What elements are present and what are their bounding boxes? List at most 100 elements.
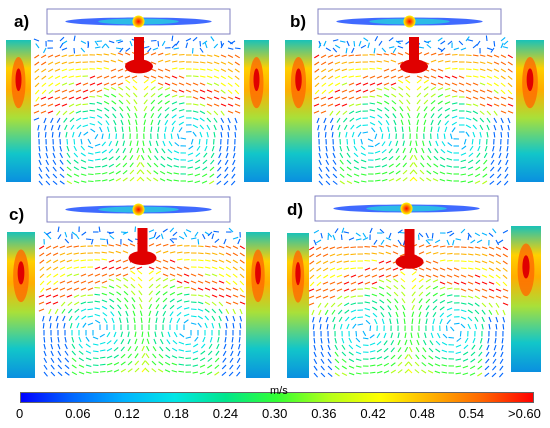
- velocity-vector: [89, 82, 96, 86]
- velocity-vector: [57, 234, 62, 240]
- velocity-vector: [383, 68, 390, 72]
- colorbar-tick-label: 0.30: [262, 406, 288, 421]
- velocity-vector: [97, 120, 103, 126]
- velocity-vector: [446, 313, 452, 318]
- velocity-vector: [399, 267, 406, 271]
- velocity-vector: [486, 96, 493, 100]
- velocity-vector: [73, 145, 77, 152]
- velocity-vector: [346, 152, 351, 158]
- velocity-vector: [453, 267, 460, 271]
- velocity-vector: [497, 159, 502, 166]
- velocity-vector: [129, 162, 134, 168]
- velocity-vector: [185, 350, 192, 353]
- velocity-vector: [129, 40, 133, 47]
- velocity-vector: [479, 110, 485, 115]
- velocity-vector: [439, 274, 446, 278]
- velocity-vector: [157, 75, 164, 79]
- velocity-vector: [474, 274, 481, 278]
- velocity-vector: [479, 75, 486, 79]
- velocity-vector: [313, 344, 317, 351]
- velocity-vector: [488, 267, 495, 272]
- velocity-vector: [34, 82, 40, 88]
- velocity-vector: [437, 75, 444, 79]
- velocity-vector: [458, 75, 465, 79]
- velocity-vector: [178, 89, 185, 93]
- velocity-vector: [328, 75, 334, 80]
- velocity-vector: [214, 364, 220, 370]
- contour-core: [295, 68, 302, 92]
- velocity-vector: [456, 337, 462, 342]
- contour-core: [522, 255, 530, 279]
- velocity-vector: [152, 346, 157, 352]
- velocity-vector: [144, 360, 150, 366]
- velocity-vector: [465, 96, 472, 100]
- velocity-vector: [364, 274, 371, 278]
- velocity-vector: [376, 82, 383, 86]
- velocity-vector: [218, 252, 225, 256]
- velocity-vector: [444, 82, 451, 86]
- velocity-vector: [227, 47, 234, 50]
- velocity-vector: [499, 365, 504, 371]
- velocity-vector: [376, 348, 382, 353]
- velocity-vector: [178, 341, 185, 345]
- velocity-vector: [421, 354, 427, 360]
- velocity-vector: [47, 96, 54, 100]
- velocity-vector: [341, 61, 348, 65]
- velocity-vector: [423, 99, 429, 105]
- velocity-vector: [322, 295, 329, 299]
- velocity-vector: [99, 363, 106, 366]
- velocity-vector: [52, 259, 59, 264]
- velocity-vector: [105, 43, 110, 49]
- velocity-vector: [176, 292, 183, 296]
- velocity-vector: [318, 159, 322, 166]
- velocity-vector: [351, 316, 357, 321]
- velocity-vector: [197, 294, 204, 297]
- velocity-vector: [108, 259, 115, 263]
- velocity-vector: [437, 113, 443, 119]
- velocity-vector: [48, 75, 54, 80]
- velocity-vector: [348, 337, 352, 344]
- velocity-vector: [488, 260, 495, 264]
- velocity-vector: [176, 299, 183, 303]
- velocity-vector: [54, 61, 61, 65]
- velocity-vector: [38, 159, 42, 166]
- velocity-vector: [214, 371, 220, 376]
- velocity-vector: [482, 180, 488, 185]
- velocity-vector: [418, 244, 425, 248]
- velocity-vector: [154, 331, 157, 338]
- velocity-vector: [108, 171, 115, 175]
- velocity-vector: [61, 82, 68, 86]
- velocity-vector: [504, 166, 509, 172]
- velocity-vector: [101, 179, 108, 182]
- velocity-vector: [471, 138, 474, 145]
- velocity-vector: [378, 252, 385, 255]
- velocity-vector: [441, 371, 448, 374]
- velocity-vector: [162, 310, 167, 317]
- velocity-vector: [327, 103, 334, 107]
- velocity-vector: [416, 126, 419, 133]
- velocity-vector: [329, 295, 336, 299]
- velocity-vector: [232, 308, 236, 315]
- velocity-vector: [360, 173, 367, 176]
- velocity-vector: [360, 180, 367, 183]
- velocity-vector: [367, 42, 370, 49]
- velocity-vector: [429, 340, 434, 346]
- velocity-vector: [94, 151, 101, 154]
- velocity-vector: [211, 308, 217, 314]
- velocity-vector: [458, 89, 465, 93]
- velocity-vector: [171, 43, 177, 49]
- velocity-vector: [56, 117, 61, 123]
- velocity-vector: [493, 68, 500, 72]
- velocity-vector: [50, 117, 54, 124]
- velocity-vector: [52, 159, 57, 165]
- velocity-vector: [223, 173, 229, 179]
- velocity-vector: [113, 369, 120, 373]
- velocity-vector: [327, 358, 332, 364]
- velocity-vector: [167, 331, 171, 338]
- velocity-vector: [323, 124, 327, 131]
- velocity-vector: [357, 323, 364, 326]
- velocity-vector: [484, 365, 490, 371]
- velocity-vector: [220, 131, 223, 138]
- velocity-vector: [80, 294, 87, 298]
- velocity-vector: [218, 266, 225, 270]
